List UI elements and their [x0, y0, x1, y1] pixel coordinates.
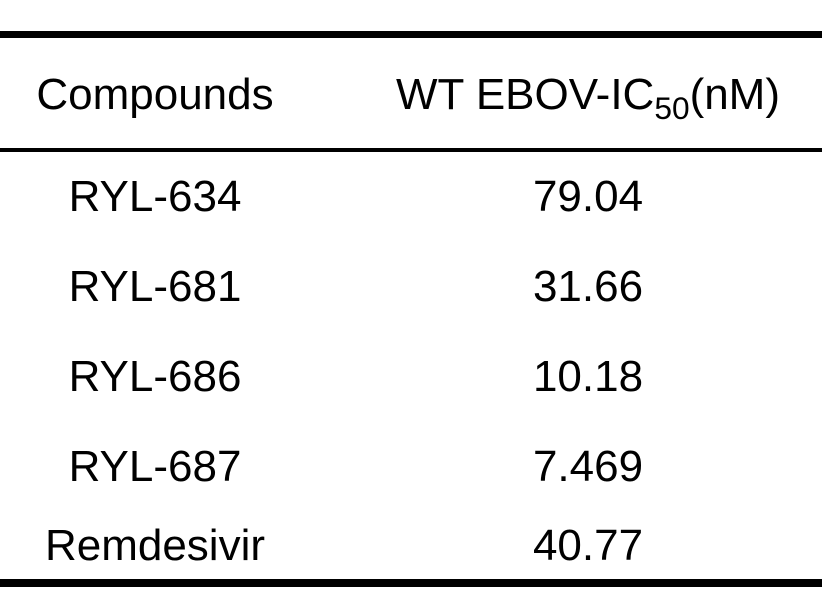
- header-wt-ebov-ic50: WT EBOV-IC50(nM): [310, 70, 822, 125]
- ic50-value: 40.77: [532, 520, 644, 570]
- ic50-value: 31.66: [532, 262, 644, 311]
- compound-name: RYL-681: [68, 262, 242, 311]
- table-header-row: Compounds WT EBOV-IC50(nM): [0, 38, 822, 148]
- header-ic50-suffix: (nM): [689, 70, 780, 119]
- header-divider-rule: [0, 148, 822, 152]
- compound-name: RYL-686: [68, 352, 242, 401]
- table-row: RYL-634 79.04: [0, 152, 822, 242]
- table-top-rule: [0, 31, 822, 38]
- compound-name: Remdesivir: [44, 520, 266, 570]
- table-row: RYL-681 31.66: [0, 242, 822, 332]
- ic50-value: 10.18: [532, 352, 644, 401]
- header-ic50-subscript: 50: [654, 90, 690, 127]
- header-compounds: Compounds: [36, 70, 274, 119]
- compound-name: RYL-634: [68, 172, 242, 221]
- table-row: RYL-686 10.18: [0, 332, 822, 422]
- ic50-value: 7.469: [532, 442, 644, 491]
- ic50-value: 79.04: [532, 172, 644, 221]
- header-ic50-prefix: WT EBOV-IC: [396, 70, 655, 119]
- table-body: RYL-634 79.04 RYL-681 31.66 RYL-686 10.18 RYL-…: [0, 152, 822, 579]
- table-row: Remdesivir 40.77: [0, 512, 822, 579]
- table-row: RYL-687 7.469: [0, 422, 822, 512]
- table-bottom-rule: [0, 579, 822, 587]
- compound-name: RYL-687: [68, 442, 242, 491]
